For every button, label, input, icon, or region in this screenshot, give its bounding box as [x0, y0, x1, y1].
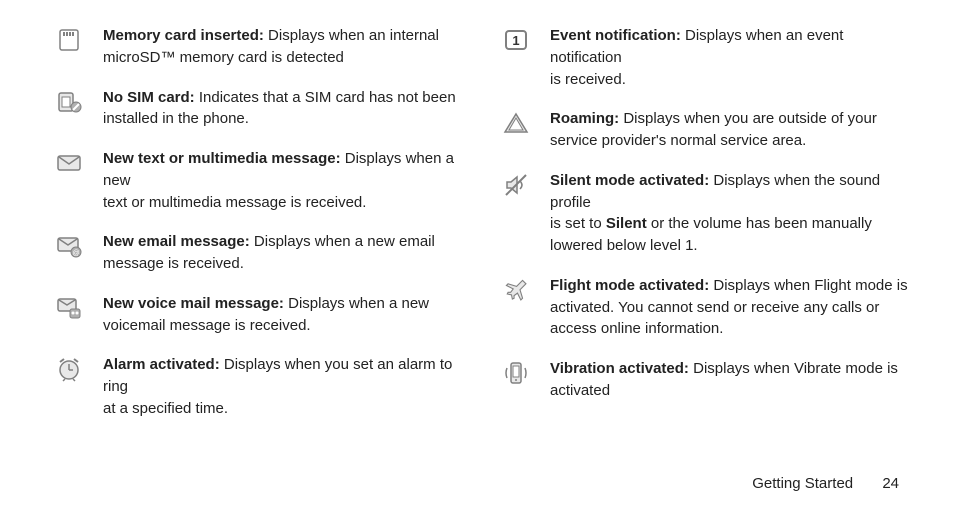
item-description: Alarm activated: Displays when you set a… — [103, 354, 462, 419]
silent-icon — [502, 170, 530, 200]
voicemail-icon — [55, 293, 83, 323]
item-title: Alarm activated: — [103, 356, 220, 373]
list-item: Memory card inserted: Displays when an i… — [55, 25, 462, 69]
list-item: Flight mode activated: Displays when Fli… — [502, 275, 909, 340]
page-content: Memory card inserted: Displays when an i… — [0, 0, 954, 460]
item-description: Roaming: Displays when you are outside o… — [550, 108, 909, 152]
item-text-line2: text or multimedia message is received. — [103, 192, 462, 214]
item-description: No SIM card: Indicates that a SIM card h… — [103, 87, 462, 131]
event-icon: 1 — [502, 25, 530, 55]
svg-text:1: 1 — [512, 33, 519, 48]
list-item: Vibration activated: Displays when Vibra… — [502, 358, 909, 402]
item-description: Memory card inserted: Displays when an i… — [103, 25, 462, 69]
page-footer: Getting Started 24 — [752, 475, 899, 492]
list-item: Silent mode activated: Displays when the… — [502, 170, 909, 257]
message-icon — [55, 148, 83, 178]
item-text-bold: Silent — [606, 215, 647, 232]
list-item: No SIM card: Indicates that a SIM card h… — [55, 87, 462, 131]
left-column: Memory card inserted: Displays when an i… — [55, 25, 462, 450]
list-item: New text or multimedia message: Displays… — [55, 148, 462, 213]
list-item: Roaming: Displays when you are outside o… — [502, 108, 909, 152]
item-text-line2: is received. — [550, 69, 909, 91]
no-sim-icon — [55, 87, 83, 117]
footer-page-number: 24 — [882, 475, 899, 492]
item-description: Silent mode activated: Displays when the… — [550, 170, 909, 257]
memory-card-icon — [55, 25, 83, 55]
item-description: New text or multimedia message: Displays… — [103, 148, 462, 213]
item-title: New text or multimedia message: — [103, 150, 341, 167]
list-item: New voice mail message: Displays when a … — [55, 293, 462, 337]
item-text: is set to — [550, 215, 606, 232]
item-title: Vibration activated: — [550, 360, 689, 377]
svg-text:@: @ — [72, 250, 79, 257]
footer-section: Getting Started — [752, 475, 853, 492]
item-description: Vibration activated: Displays when Vibra… — [550, 358, 909, 402]
roaming-icon — [502, 108, 530, 138]
alarm-icon — [55, 354, 83, 384]
item-title: New voice mail message: — [103, 295, 284, 312]
email-icon: @ — [55, 231, 83, 261]
item-title: Silent mode activated: — [550, 172, 709, 189]
item-text-line2: is set to Silent or the volume has been … — [550, 213, 909, 257]
item-description: New voice mail message: Displays when a … — [103, 293, 462, 337]
item-title: No SIM card: — [103, 89, 195, 106]
item-title: Event notification: — [550, 27, 681, 44]
item-title: Memory card inserted: — [103, 27, 264, 44]
item-description: Event notification: Displays when an eve… — [550, 25, 909, 90]
item-title: Flight mode activated: — [550, 277, 709, 294]
vibration-icon — [502, 358, 530, 388]
item-description: New email message: Displays when a new e… — [103, 231, 462, 275]
item-title: Roaming: — [550, 110, 619, 127]
list-item: Alarm activated: Displays when you set a… — [55, 354, 462, 419]
item-description: Flight mode activated: Displays when Fli… — [550, 275, 909, 340]
list-item: 1 Event notification: Displays when an ev… — [502, 25, 909, 90]
flight-icon — [502, 275, 530, 305]
item-text-line2: at a specified time. — [103, 398, 462, 420]
item-title: New email message: — [103, 233, 250, 250]
list-item: @ New email message: Displays when a new … — [55, 231, 462, 275]
right-column: 1 Event notification: Displays when an ev… — [502, 25, 909, 450]
